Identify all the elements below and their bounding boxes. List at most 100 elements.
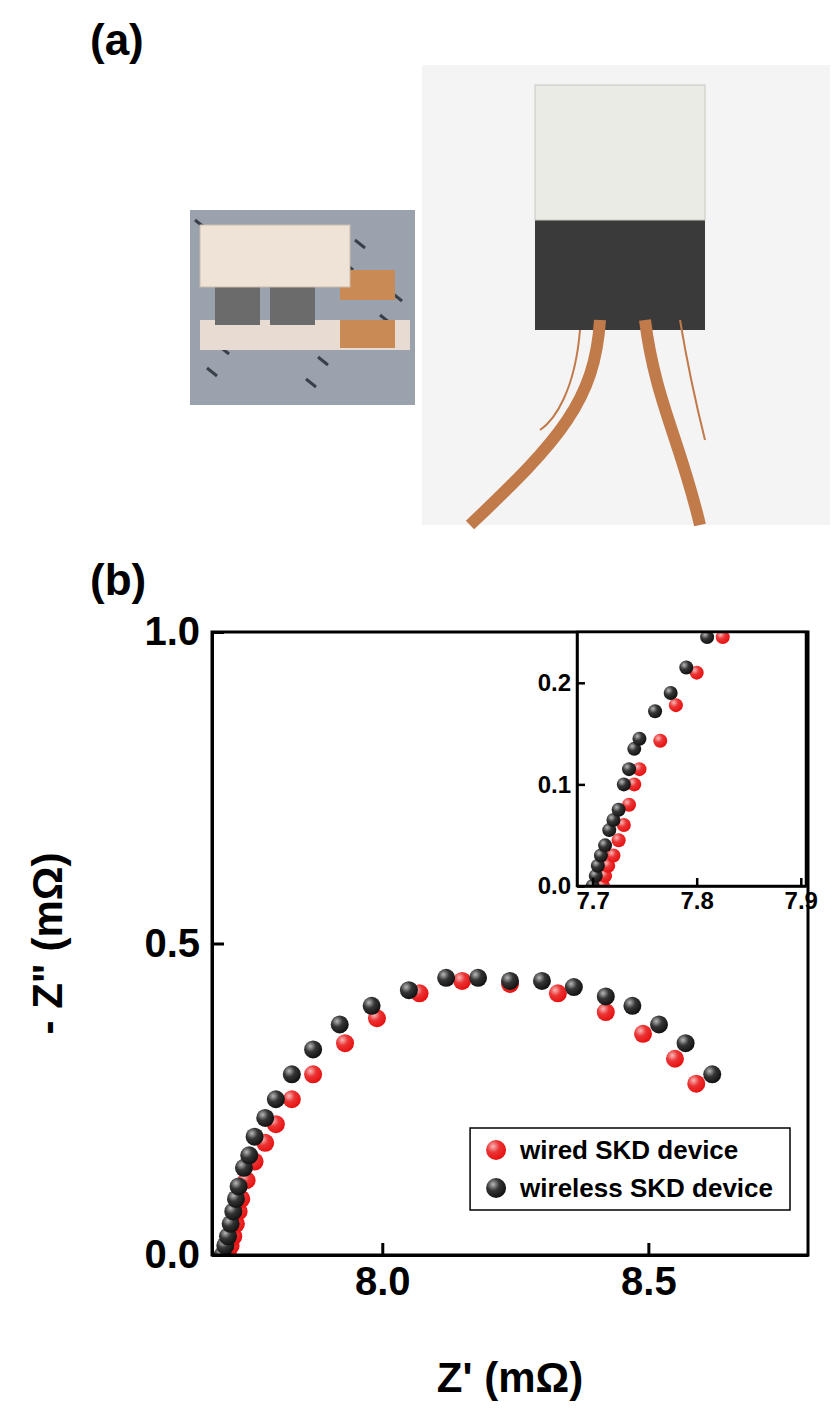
y-tick-label: 0.2 [538,669,571,696]
y-tick: 0.1 [538,771,585,798]
photo-texture [355,240,365,248]
x-axis-line [213,1254,809,1257]
y-tick-mark [577,682,585,685]
x-tick: 7.9 [785,878,818,914]
inset-chart: 7.7 7.8 7.9 0.0 0.1 0.2 [538,630,818,914]
data-point [700,632,714,644]
photo-texture [207,368,217,376]
data-point [246,1128,264,1146]
data-point [612,803,626,817]
y-tick-label: 1.0 [144,609,200,653]
plot-frame [212,632,808,1255]
photo-wire [680,320,705,440]
data-point [716,632,730,644]
legend: wired SKD device wireless SKD device [470,1128,790,1210]
data-point [267,1090,285,1108]
data-point [565,978,583,996]
data-point [230,1177,248,1195]
photo-texture [306,379,316,387]
data-point [283,1090,301,1108]
x-tick-mark [696,878,699,886]
legend-label: wired SKD device [519,1135,738,1165]
data-point [677,1034,695,1052]
data-point [648,704,662,718]
data-point [363,997,381,1015]
y-tick-label: 0.0 [144,1232,200,1276]
data-point [597,987,615,1005]
data-point [703,1065,721,1083]
photo-wireless-device [422,65,830,525]
data-point [617,777,631,791]
x-tick-label: 8.0 [355,1259,411,1303]
main-chart: 8.0 8.5 0.0 0.5 1.0 Z' (mΩ) - Z" (mΩ) wired SKD… [24,609,809,1401]
data-point [533,972,551,990]
data-point [622,762,636,776]
data-point [283,1065,301,1083]
data-point [669,698,683,712]
data-point [598,838,612,852]
photo-top-plate [200,225,350,287]
data-point [331,1015,349,1033]
x-tick-mark [647,1243,650,1255]
y-tick: 0.2 [538,669,585,696]
photo-wire [645,320,700,525]
data-point [469,969,487,987]
legend-marker [486,1140,506,1160]
x-tick-mark [381,1243,384,1255]
photo-background [190,210,415,405]
data-point [501,972,519,990]
series [586,632,715,886]
y-tick-mark [212,631,224,634]
data-point [304,1065,322,1083]
x-tick-label: 7.7 [576,887,609,914]
photo-pad [340,320,395,348]
photo-wire [470,320,600,525]
photo-leg [270,285,315,325]
data-point [687,1075,705,1093]
y-tick-mark [212,1254,224,1257]
photo-wired-device [190,210,415,405]
data-point [634,1025,652,1043]
data-point [679,661,693,675]
x-axis-title: Z' (mΩ) [437,1354,583,1401]
legend-box [470,1128,790,1210]
photo-background [422,65,830,525]
data-point [623,997,641,1015]
plot-frame [577,632,806,886]
x-tick: 8.5 [621,1243,677,1303]
y-tick-mark [577,885,585,888]
photo-leg [215,285,260,325]
photo-top-plate [535,85,705,220]
x-tick: 7.8 [681,878,714,914]
data-point [256,1109,274,1127]
data-point [632,732,646,746]
legend-label: wireless SKD device [519,1173,773,1203]
y-tick: 0.0 [144,1232,224,1276]
x-axis: 7.7 7.8 7.9 [576,878,818,914]
y-tick-label: 0.1 [538,771,571,798]
data-point [304,1040,322,1058]
data-point [597,1003,615,1021]
data-points [586,632,730,886]
data-point [336,1034,354,1052]
series [219,972,705,1255]
data-points [214,969,722,1255]
panel-label: (b) [90,555,146,604]
y-tick-label: 0.5 [144,921,200,965]
figure: (a)(b)8.08.50.00.51.0Z' (mΩ)- Z" (mΩ)wir… [0,0,833,1416]
y-axis-line [576,633,579,887]
y-axis: 0.0 0.5 1.0 [144,609,224,1276]
x-tick-label: 8.5 [621,1259,677,1303]
y-tick-label: 0.0 [538,872,571,899]
photo-body [535,215,705,330]
y-tick: 0.0 [538,872,585,899]
series [596,632,730,886]
y-axis-title: - Z" (mΩ) [24,853,71,1035]
data-point [650,1015,668,1033]
x-tick-label: 7.9 [785,887,818,914]
y-tick-mark [212,943,224,946]
x-tick: 8.0 [355,1243,411,1303]
y-tick: 1.0 [144,609,224,653]
y-tick: 0.5 [144,921,224,965]
data-point [400,981,418,999]
